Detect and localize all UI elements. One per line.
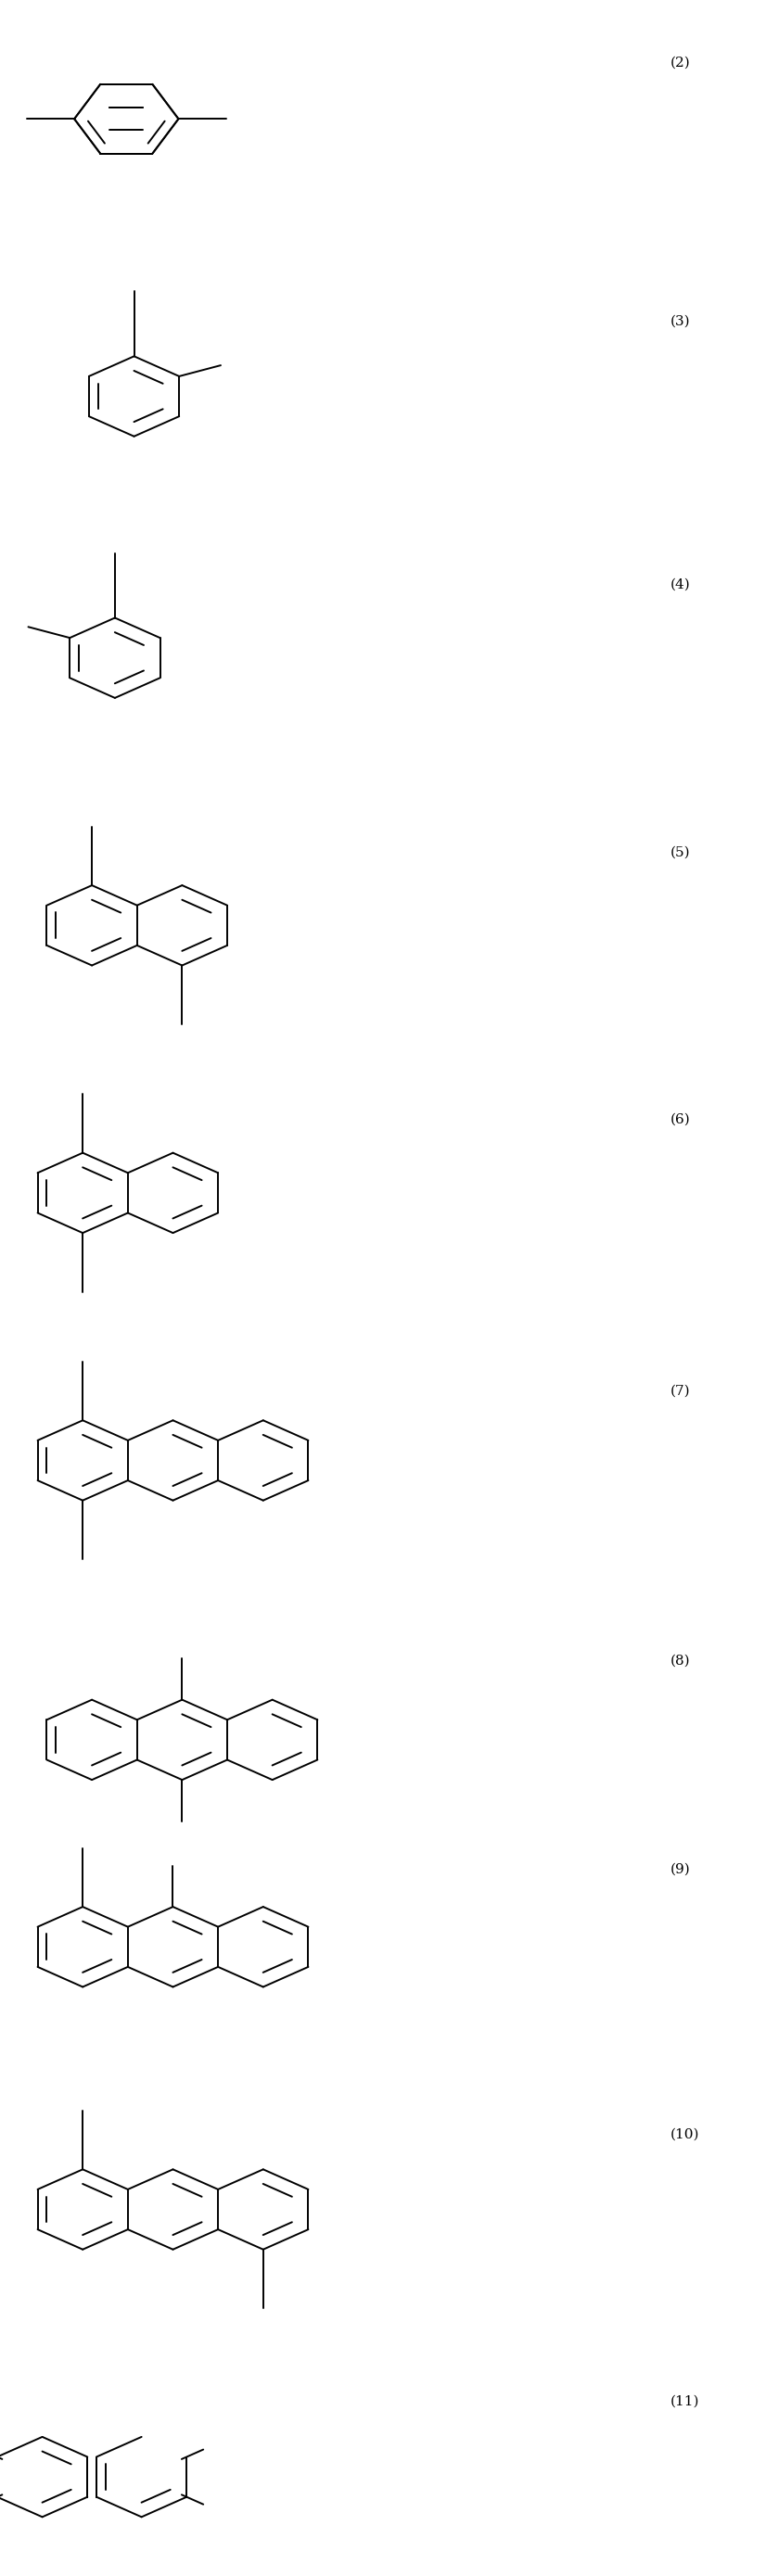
Text: (8): (8) <box>670 1654 690 1667</box>
Text: (4): (4) <box>670 577 690 590</box>
Text: (6): (6) <box>670 1113 690 1126</box>
Text: (11): (11) <box>670 2396 699 2409</box>
Text: (5): (5) <box>670 845 690 858</box>
Text: (9): (9) <box>670 1862 690 1875</box>
Text: (10): (10) <box>670 2128 699 2141</box>
Text: (3): (3) <box>670 314 690 327</box>
Text: (2): (2) <box>670 57 690 70</box>
Text: (7): (7) <box>670 1383 690 1399</box>
